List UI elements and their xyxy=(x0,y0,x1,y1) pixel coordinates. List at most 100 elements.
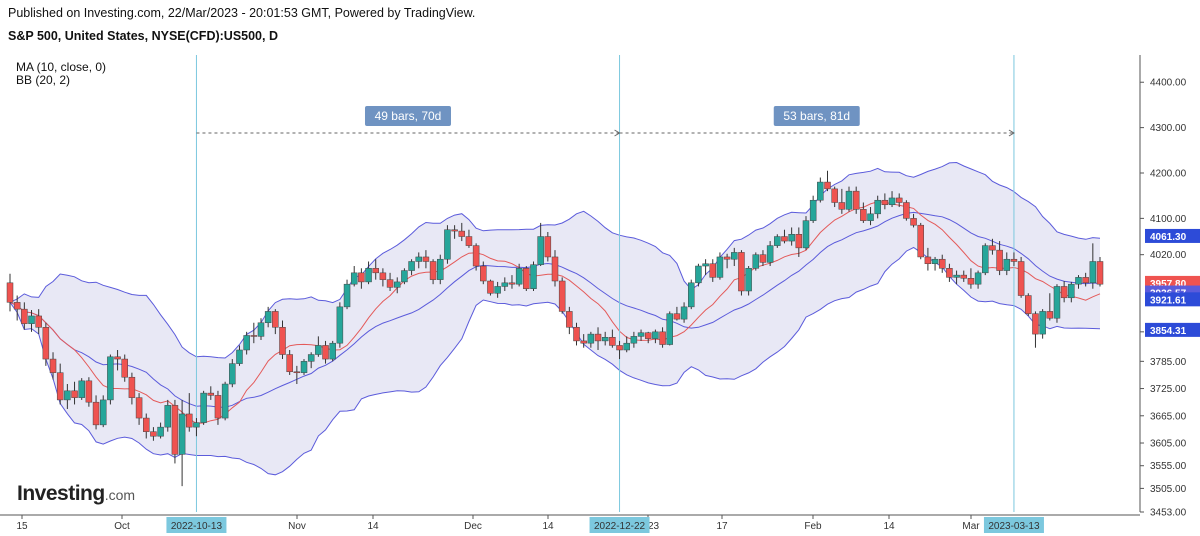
candle-body xyxy=(551,256,559,282)
candle-body xyxy=(257,322,265,337)
candle-body xyxy=(458,230,466,237)
candle-body xyxy=(150,431,157,437)
candle-body xyxy=(788,234,795,242)
candle-body xyxy=(379,272,387,280)
candle-body xyxy=(766,245,774,263)
candle-body xyxy=(795,234,803,249)
candle-body xyxy=(738,252,745,292)
candle-body xyxy=(781,236,788,242)
candle-body xyxy=(393,281,401,288)
bb-upper-line xyxy=(9,161,1101,359)
candle-body xyxy=(709,263,717,278)
date-marker-label-box xyxy=(983,517,1044,533)
candle-body xyxy=(845,190,853,210)
candle-body xyxy=(831,188,838,203)
candle-body xyxy=(609,337,616,346)
candle-body xyxy=(953,274,960,278)
candle-body xyxy=(723,256,731,260)
x-tick-label: 17 xyxy=(716,521,728,532)
candle-body xyxy=(688,282,695,308)
candle-body xyxy=(616,345,623,351)
candle-body xyxy=(924,256,932,265)
candle-body xyxy=(207,392,215,396)
candle-body xyxy=(121,358,128,378)
candle-body xyxy=(186,413,193,428)
candle-body xyxy=(1089,261,1097,284)
candle-body xyxy=(967,278,975,285)
price-label: 3957.80 xyxy=(1150,279,1187,290)
candle-body xyxy=(437,258,444,280)
candle-body xyxy=(358,272,365,283)
candle-body xyxy=(322,345,329,360)
candle-body xyxy=(860,209,867,221)
candle-body xyxy=(587,333,595,344)
candle-body xyxy=(6,282,14,303)
price-label-box xyxy=(1145,322,1200,337)
candle-body xyxy=(824,181,831,190)
candle-body xyxy=(874,199,881,215)
x-tick-label: Nov xyxy=(288,521,306,532)
candle-body xyxy=(566,311,573,328)
y-tick-label: 3605.00 xyxy=(1150,439,1187,450)
candle-body xyxy=(415,256,422,262)
candle-body xyxy=(307,354,315,362)
bb-legend[interactable]: BB (20, 2) xyxy=(16,73,71,87)
candle-body xyxy=(974,272,982,285)
candle-body xyxy=(1075,277,1082,285)
candle-body xyxy=(1053,286,1061,319)
candle-body xyxy=(329,342,336,360)
y-tick-label: 3453.00 xyxy=(1150,508,1187,519)
candle-body xyxy=(229,363,236,385)
candle-body xyxy=(809,199,817,221)
candle-body xyxy=(731,252,738,260)
x-tick-label: Oct xyxy=(114,521,130,532)
candle-body xyxy=(895,197,903,203)
candle-body xyxy=(680,306,688,320)
ma-legend[interactable]: MA (10, close, 0) xyxy=(16,60,107,74)
candle-body xyxy=(71,390,78,398)
candle-body xyxy=(451,229,458,232)
candle-body xyxy=(910,218,917,226)
candle-body xyxy=(279,327,286,355)
candle-body xyxy=(838,202,846,210)
candle-body xyxy=(85,380,93,403)
candle-body xyxy=(903,202,910,219)
candle-body xyxy=(774,236,781,246)
price-label-box xyxy=(1145,228,1200,243)
candle-body xyxy=(178,413,186,455)
candle-body xyxy=(508,282,516,285)
candle-body xyxy=(465,236,473,246)
candle-body xyxy=(1068,283,1075,299)
candle-body xyxy=(515,268,523,285)
candle-body xyxy=(171,405,179,455)
range-arrow-head xyxy=(1008,129,1015,137)
candle-body xyxy=(286,354,293,373)
y-tick-label: 4400.00 xyxy=(1150,78,1187,89)
candle-body xyxy=(193,422,200,428)
candle-body xyxy=(989,245,996,251)
y-tick-label: 3665.00 xyxy=(1150,411,1187,422)
candle-body xyxy=(702,263,709,267)
candle-body xyxy=(1017,261,1025,296)
price-label: 3854.31 xyxy=(1150,326,1187,337)
candle-body xyxy=(558,280,566,312)
candle-body xyxy=(236,349,243,364)
candle-body xyxy=(544,236,552,258)
candle-body xyxy=(716,256,724,278)
x-tick-label: Dec xyxy=(464,521,482,532)
candle-body xyxy=(931,258,939,265)
candle-body xyxy=(372,268,379,274)
candle-body xyxy=(1003,258,1011,271)
y-tick-label: 4100.00 xyxy=(1150,214,1187,225)
y-tick-label: 4020.00 xyxy=(1150,250,1187,261)
candle-body xyxy=(537,236,544,265)
candle-body xyxy=(350,272,358,285)
candle-body xyxy=(99,399,107,426)
candle-body xyxy=(336,306,344,344)
candle-body xyxy=(1046,311,1054,319)
candle-body xyxy=(960,274,967,279)
candle-body xyxy=(64,390,71,401)
x-tick-label: Mar xyxy=(962,521,980,532)
candle-body xyxy=(1082,277,1089,284)
